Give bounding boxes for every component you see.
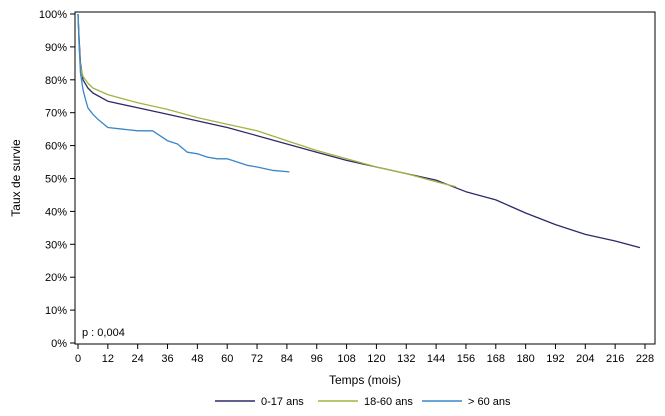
x-tick-label: 84 bbox=[281, 353, 293, 365]
x-tick-label: 228 bbox=[636, 353, 654, 365]
series-line-1 bbox=[77, 13, 641, 249]
y-tick-label: 90% bbox=[45, 42, 67, 54]
x-tick-label: 36 bbox=[161, 353, 173, 365]
x-tick-label: 156 bbox=[457, 353, 475, 365]
x-tick-label: 192 bbox=[546, 353, 564, 365]
series-line-2 bbox=[77, 13, 457, 188]
legend: 0-17 ans 18-60 ans > 60 ans bbox=[215, 396, 511, 408]
legend-label: 18-60 ans bbox=[364, 396, 413, 408]
y-tick-label: 10% bbox=[45, 305, 67, 317]
p-value-annotation: p : 0,004 bbox=[82, 327, 125, 339]
x-tick-label: 0 bbox=[75, 353, 81, 365]
y-tick-label: 20% bbox=[45, 272, 67, 284]
y-tick-label: 50% bbox=[45, 174, 67, 186]
x-tick-label: 72 bbox=[251, 353, 263, 365]
legend-label: 0-17 ans bbox=[261, 396, 304, 408]
x-tick-label: 108 bbox=[337, 353, 355, 365]
x-tick-label: 216 bbox=[606, 353, 624, 365]
x-tick-label: 132 bbox=[397, 353, 415, 365]
x-tick-label: 144 bbox=[427, 353, 445, 365]
x-tick-label: 60 bbox=[221, 353, 233, 365]
x-tick-label: 204 bbox=[576, 353, 594, 365]
x-tick-label: 24 bbox=[132, 353, 144, 365]
series-layer bbox=[77, 13, 641, 249]
series-line-3 bbox=[77, 13, 290, 173]
y-axis-label: Taux de survie bbox=[9, 139, 23, 217]
x-axis: 0 12 24 36 48 60 72 84 96 108 120 132 144 156 168 180 19… bbox=[75, 344, 654, 365]
x-tick-label: 96 bbox=[311, 353, 323, 365]
x-tick-label: 12 bbox=[102, 353, 114, 365]
y-tick-label: 30% bbox=[45, 239, 67, 251]
y-tick-label: 80% bbox=[45, 75, 67, 87]
legend-label: > 60 ans bbox=[468, 396, 511, 408]
x-tick-label: 48 bbox=[191, 353, 203, 365]
y-tick-label: 0% bbox=[51, 338, 67, 350]
plot-frame bbox=[74, 11, 656, 345]
y-tick-label: 40% bbox=[45, 206, 67, 218]
y-tick-label: 70% bbox=[45, 108, 67, 120]
y-axis: 0% 10% 20% 30% 40% 50% 60% 70% 80% 90% 100% bbox=[39, 9, 75, 350]
x-axis-label: Temps (mois) bbox=[329, 373, 401, 387]
y-tick-label: 60% bbox=[45, 141, 67, 153]
y-tick-label: 100% bbox=[39, 9, 67, 21]
x-tick-label: 168 bbox=[487, 353, 505, 365]
x-tick-label: 120 bbox=[367, 353, 385, 365]
x-tick-label: 180 bbox=[516, 353, 534, 365]
